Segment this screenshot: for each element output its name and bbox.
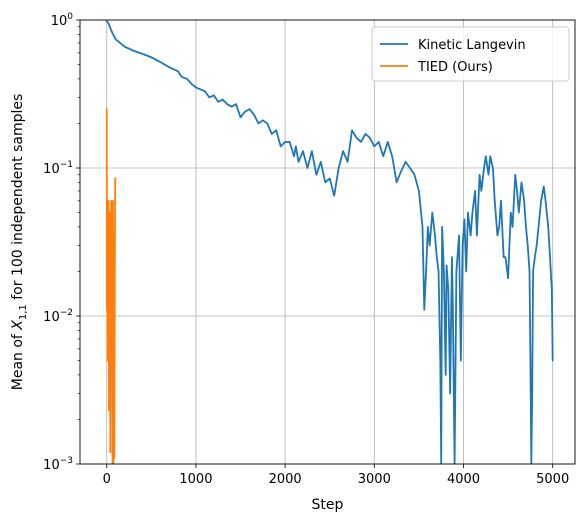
y-tick-label: 100 <box>51 12 74 29</box>
x-tick-label: 1000 <box>179 472 212 487</box>
legend-label-2: TIED (Ours) <box>417 60 493 75</box>
y-tick-label: 10−1 <box>43 160 73 177</box>
legend: Kinetic Langevin TIED (Ours) <box>371 26 570 82</box>
x-axis-label: Step <box>312 497 344 512</box>
axes-frame <box>79 19 576 465</box>
plot-series <box>105 20 554 464</box>
x-tick-label: 3000 <box>358 472 391 487</box>
plot-frame <box>79 19 576 465</box>
x-tick-label: 4000 <box>447 472 480 487</box>
axis-labels: Step Mean of X1,1 for 100 independent sam… <box>10 94 344 512</box>
grid <box>80 19 575 465</box>
legend-box <box>371 26 570 82</box>
x-tick-label: 2000 <box>269 472 302 487</box>
series-line-1 <box>105 20 554 464</box>
x-tick-label: 5000 <box>536 472 569 487</box>
legend-label-1: Kinetic Langevin <box>418 38 526 53</box>
y-axis-label: Mean of X1,1 for 100 independent samples <box>10 94 29 391</box>
y-tick-label: 10−2 <box>43 308 73 325</box>
y-tick-label: 10−3 <box>43 456 73 473</box>
series-line-2 <box>105 108 117 464</box>
ticks: 0 1000 2000 3000 4000 5000 10−3 10−2 10−1 100 <box>43 12 569 487</box>
x-tick-label: 0 <box>103 472 111 487</box>
